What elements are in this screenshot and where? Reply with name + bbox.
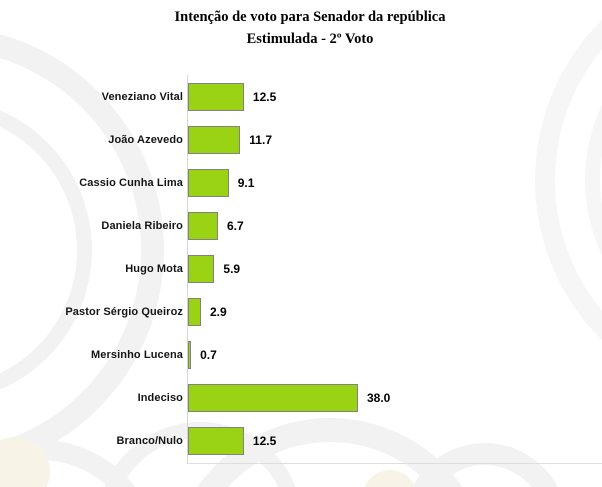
chart-header: Intenção de voto para Senador da repúbli…: [0, 7, 602, 51]
chart-row: Hugo Mota 5.9: [0, 247, 602, 290]
value-label: 12.5: [252, 434, 277, 449]
category-label: Pastor Sérgio Queiroz: [65, 306, 183, 319]
y-axis-line: [187, 75, 188, 464]
bar: [188, 298, 201, 327]
category-label: Indeciso: [137, 392, 183, 405]
chart-row: Daniela Ribeiro 6.7: [0, 204, 602, 247]
value-label: 6.7: [227, 218, 244, 233]
chart-row: Cassio Cunha Lima 9.1: [0, 161, 602, 204]
chart-rows: Veneziano Vital 12.5 João Azevedo 11.7 Cassi…: [0, 75, 602, 463]
bar: [188, 168, 229, 197]
category-label: Hugo Mota: [125, 262, 183, 275]
category-label: Cassio Cunha Lima: [79, 176, 183, 189]
chart-row: Veneziano Vital 12.5: [0, 75, 602, 118]
bar: [188, 254, 215, 283]
bar-wrap: 6.7: [188, 211, 244, 240]
bar: [188, 82, 244, 111]
bar: [188, 384, 358, 413]
chart-row: Pastor Sérgio Queiroz 2.9: [0, 291, 602, 334]
value-label: 38.0: [367, 391, 391, 406]
value-label: 9.1: [237, 175, 255, 190]
value-label: 5.9: [223, 261, 241, 276]
bar-wrap: 0.7: [188, 341, 217, 370]
value-label: 0.7: [200, 348, 217, 363]
chart-title: Intenção de voto para Senador da repúbli…: [174, 9, 446, 25]
value-label: 2.9: [210, 305, 227, 320]
bar-wrap: 12.5: [188, 427, 277, 456]
category-label: Branco/Nulo: [116, 435, 183, 448]
bar-wrap: 9.1: [188, 168, 255, 197]
category-label: João Azevedo: [108, 133, 183, 146]
category-label: Veneziano Vital: [101, 90, 183, 103]
category-label: Mersinho Lucena: [91, 349, 183, 362]
bar-wrap: 11.7: [188, 125, 272, 154]
bar-wrap: 2.9: [188, 298, 227, 327]
bar: [188, 125, 241, 154]
watermark-blob: [363, 470, 417, 487]
chart-row: João Azevedo 11.7: [0, 118, 602, 161]
value-label: 12.5: [252, 89, 277, 104]
chart-row: Indeciso 38.0: [0, 377, 602, 420]
x-axis-line: [187, 463, 602, 464]
chart-subtitle: Estimulada - 2º Voto: [246, 30, 374, 47]
value-label: 11.7: [249, 132, 272, 147]
bar: [188, 211, 218, 240]
bar-wrap: 38.0: [188, 384, 391, 413]
chart-row: Mersinho Lucena 0.7: [0, 334, 602, 377]
bar: [188, 341, 192, 370]
chart-row: Branco/Nulo 12.5: [0, 420, 602, 463]
bar: [188, 427, 244, 456]
category-label: Daniela Ribeiro: [101, 219, 183, 232]
bar-wrap: 12.5: [188, 82, 277, 111]
bar-wrap: 5.9: [188, 254, 241, 283]
